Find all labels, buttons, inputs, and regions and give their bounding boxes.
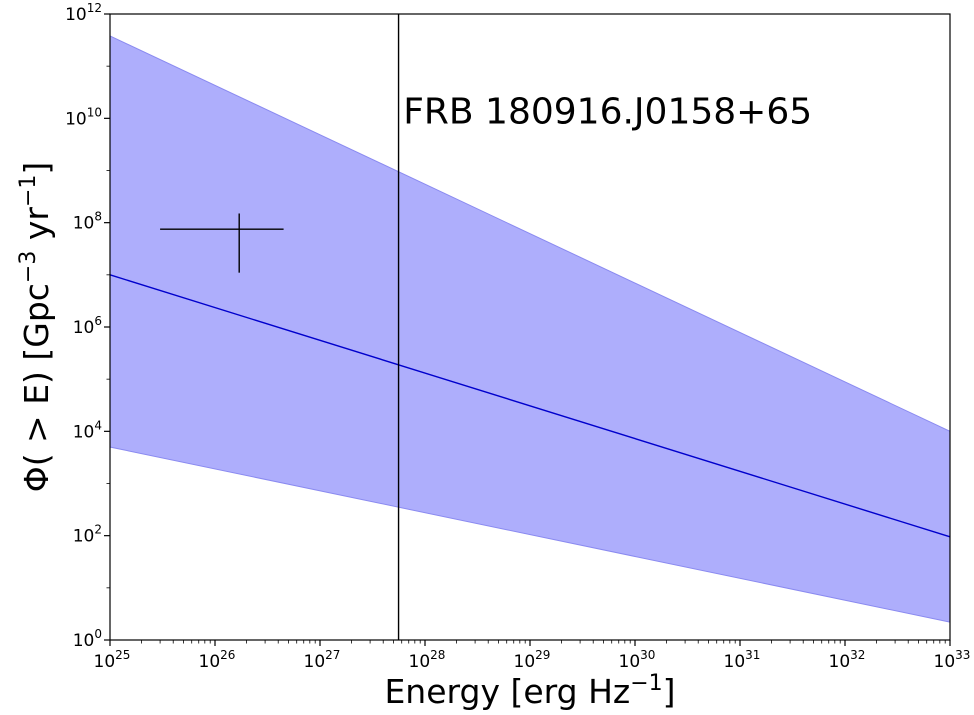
y-tick-label: 100 (73, 627, 102, 651)
y-tick-label: 1012 (65, 1, 102, 25)
x-tick-label: 1026 (199, 648, 236, 672)
x-tick-label: 1031 (724, 648, 761, 672)
x-tick-label: 1028 (409, 648, 446, 672)
plot-area: FRB 180916.J0158+65 (109, 14, 951, 640)
y-axis-label: Φ( > E) [Gpc−3 yr−1] (16, 162, 56, 493)
y-tick-label: 102 (73, 523, 102, 547)
x-axis-label: Energy [erg Hz−1] (384, 671, 675, 711)
x-tick-label: 1029 (514, 648, 551, 672)
frb-annotation: FRB 180916.J0158+65 (403, 91, 812, 132)
x-tick-label: 1030 (619, 648, 656, 672)
y-tick-label: 104 (73, 418, 102, 442)
x-axis: 1025 1026 1027 1028 1029 1030 1031 1032 1033 (94, 640, 971, 672)
best-fit-line (109, 274, 951, 538)
x-tick-label: 1032 (829, 648, 866, 672)
x-tick-label: 1033 (934, 648, 971, 672)
x-tick-label: 1025 (94, 648, 131, 672)
x-tick-label: 1027 (304, 648, 341, 672)
y-tick-label: 108 (73, 210, 102, 234)
y-tick-label: 106 (73, 314, 102, 338)
y-axis: 100 102 104 106 108 1010 1012 (65, 1, 110, 651)
y-tick-label: 1010 (65, 105, 102, 129)
